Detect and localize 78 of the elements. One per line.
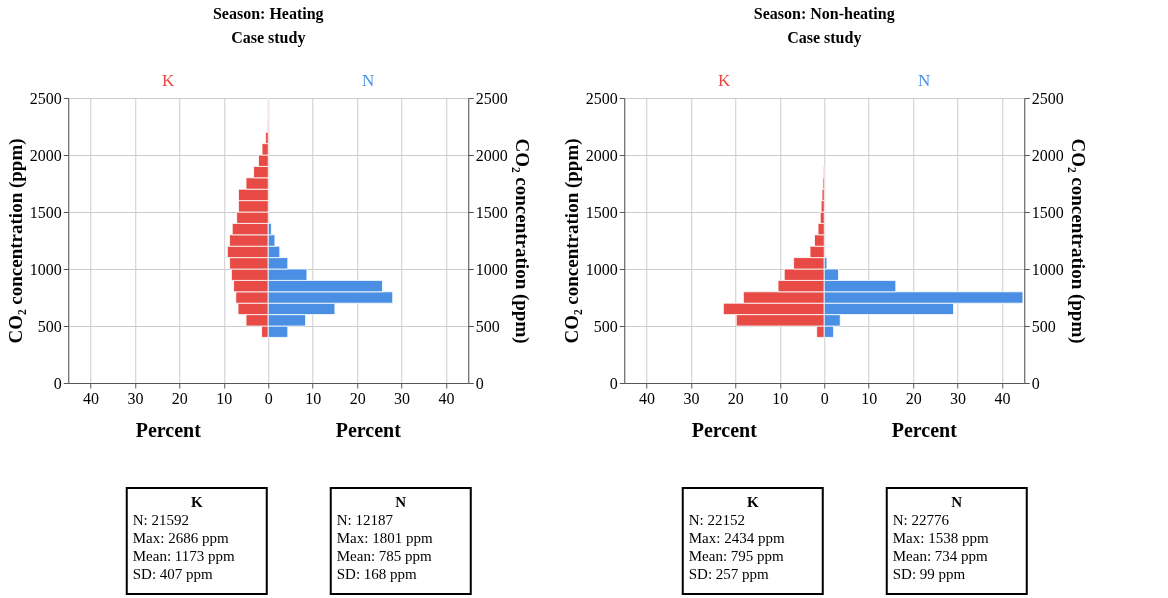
y2-tick-label: 1000 (1031, 260, 1064, 278)
text: N: 12187 (336, 512, 394, 528)
x-tick-label: 40 (994, 389, 1011, 407)
y2-tick-label: 1000 (475, 260, 508, 278)
x-tick-label: 30 (950, 389, 967, 407)
y-tick-label: 1500 (585, 203, 618, 221)
text: SD: 168 ppm (336, 566, 418, 582)
x-tick-label: 20 (171, 389, 188, 407)
y-tick-label: 0 (53, 374, 62, 392)
y-tick-label: 2500 (585, 89, 618, 107)
x-tick-label: 0 (820, 389, 829, 407)
text: N (951, 494, 963, 510)
x-tick-label: 30 (683, 389, 700, 407)
x-tick-label: 10 (861, 389, 878, 407)
text: N: 22776 (892, 512, 950, 528)
x-tick-label: 40 (438, 389, 455, 407)
x-axis-title: Percent (691, 419, 758, 441)
y2-tick-label: 0 (1031, 374, 1040, 392)
text: Percent (335, 419, 401, 441)
text: K (718, 71, 732, 90)
text: SD: 407 ppm (132, 566, 214, 582)
x-tick-label: 30 (394, 389, 411, 407)
y-axis-title: CO₂ concentration (ppm) (560, 138, 583, 344)
y-axis-title: CO₂ concentration (ppm) (4, 138, 27, 344)
y2-tick-label: 500 (475, 317, 500, 335)
y-tick-label: 500 (593, 317, 618, 335)
text: SD: 257 ppm (688, 566, 770, 582)
y2-axis-title: CO₂ concentration (ppm) (510, 138, 533, 344)
x-tick-label: 20 (727, 389, 744, 407)
y2-tick-label: 2000 (475, 146, 508, 164)
text: Mean: 795 ppm (688, 548, 785, 564)
x-tick-label: 20 (905, 389, 922, 407)
y-tick-label: 2000 (585, 146, 618, 164)
chart-subtitle: Case study (231, 28, 306, 47)
text: N: 21592 (132, 512, 189, 528)
x-axis-title: Percent (135, 419, 202, 441)
y2-tick-label: 2500 (475, 89, 508, 107)
text: Max: 1538 ppm (892, 530, 989, 546)
x-tick-label: 40 (82, 389, 99, 407)
chart-title: Season: Non-heating (753, 4, 895, 23)
text: N: 22152 (688, 512, 745, 528)
y-tick-label: 0 (609, 374, 618, 392)
x-tick-label: 40 (638, 389, 655, 407)
text: Mean: 785 ppm (336, 548, 433, 564)
text: Max: 1801 ppm (336, 530, 433, 546)
text: N (362, 71, 375, 90)
x-tick-label: 10 (305, 389, 322, 407)
text: K (746, 494, 759, 510)
text: Percent (891, 419, 957, 441)
y2-tick-label: 0 (475, 374, 484, 392)
y2-tick-label: 1500 (475, 203, 508, 221)
y-tick-label: 2500 (29, 89, 62, 107)
y-tick-label: 2000 (29, 146, 62, 164)
text: Mean: 1173 ppm (132, 548, 236, 564)
y2-tick-label: 2500 (1031, 89, 1064, 107)
y2-axis-title: CO₂ concentration (ppm) (1066, 138, 1089, 344)
y-tick-label: 1500 (29, 203, 62, 221)
y2-tick-label: 1500 (1031, 203, 1064, 221)
text: SD: 99 ppm (892, 566, 966, 582)
text: K (190, 494, 203, 510)
x-tick-label: 30 (127, 389, 144, 407)
text: Mean: 734 ppm (892, 548, 989, 564)
y2-tick-label: 500 (1031, 317, 1056, 335)
text: N (395, 494, 407, 510)
chart-title: Season: Heating (212, 4, 324, 23)
x-tick-label: 10 (772, 389, 789, 407)
text: Max: 2686 ppm (132, 530, 229, 546)
x-tick-label: 0 (264, 389, 273, 407)
text: Max: 2434 ppm (688, 530, 785, 546)
chart-subtitle: Case study (787, 28, 862, 47)
x-tick-label: 20 (349, 389, 366, 407)
text: N (918, 71, 931, 90)
y-tick-label: 1000 (585, 260, 618, 278)
y2-tick-label: 2000 (1031, 146, 1064, 164)
y-tick-label: 500 (37, 317, 62, 335)
text: K (162, 71, 176, 90)
y-tick-label: 1000 (29, 260, 62, 278)
x-tick-label: 10 (216, 389, 233, 407)
